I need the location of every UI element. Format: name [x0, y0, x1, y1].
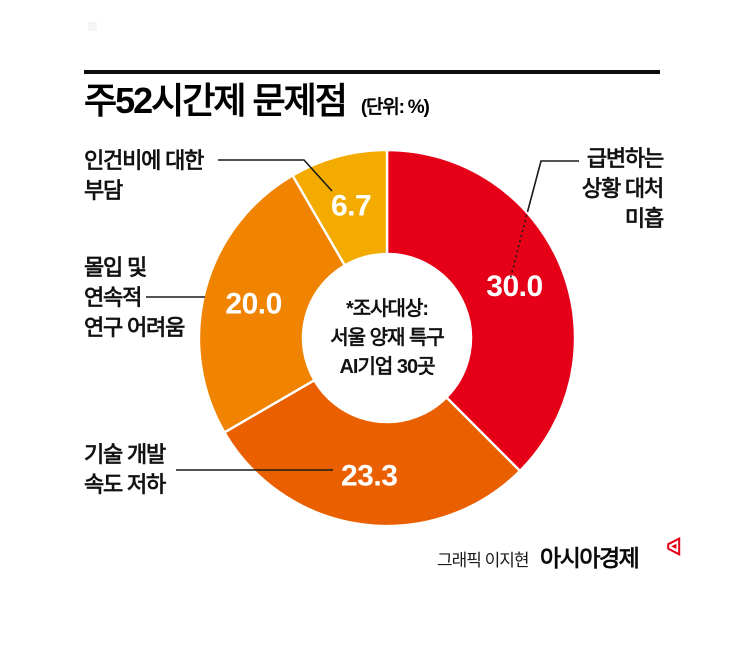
callout-immersion-research: 몰입 및 연속적 연구 어려움 — [84, 253, 185, 343]
donut-segment-rapid-change — [385, 148, 577, 473]
callout-rapid-change: 급변하는 상황 대처 미흡 — [581, 144, 664, 234]
unit-label: (단위: %) — [360, 97, 430, 118]
callout-line: 연속적 — [84, 285, 142, 310]
segment-value-labor-cost: 6.7 — [331, 190, 371, 223]
leader-line-rapid-change-dotted — [509, 209, 529, 281]
segment-value-immersion: 20.0 — [225, 287, 281, 320]
callout-line: 급변하는 — [586, 146, 664, 171]
donut-segment-tech-dev — [223, 378, 522, 528]
credit: 그래픽 이지현 아시아경제 — [437, 537, 697, 571]
survey-note-line: AI기업 30곳 — [339, 356, 435, 378]
page-title: 주52시간제 문제점 — [84, 80, 348, 121]
segment-value-tech-dev: 23.3 — [341, 460, 397, 493]
chart-header: 주52시간제 문제점 (단위: %) — [84, 80, 430, 122]
callout-line: 속도 저하 — [84, 472, 166, 497]
callout-labor-cost-burden: 인건비에 대한 부담 — [84, 146, 204, 206]
callout-tech-dev-slowdown: 기술 개발 속도 저하 — [84, 440, 166, 500]
survey-note-line: *조사대상: — [345, 298, 429, 320]
asiae-logo-icon — [667, 537, 681, 556]
survey-note-line: 서울 양재 특구 — [330, 327, 445, 349]
donut-segment-immersion — [197, 174, 347, 434]
survey-note: *조사대상: 서울 양재 특구 AI기업 30곳 — [287, 295, 487, 382]
faint-artifact — [88, 22, 97, 31]
segment-value-rapid-change: 30.0 — [486, 270, 542, 303]
callout-line: 상황 대처 — [581, 176, 664, 201]
callout-line: 기술 개발 — [84, 442, 166, 467]
leader-line-rapid-change — [527, 160, 579, 211]
callout-line: 미흡 — [624, 206, 664, 231]
callout-line: 인건비에 대한 — [84, 148, 204, 173]
callout-line: 연구 어려움 — [84, 315, 185, 340]
callout-line: 몰입 및 — [84, 255, 147, 280]
credit-text: 그래픽 이지현 — [437, 551, 530, 570]
title-rule — [84, 70, 660, 74]
leader-line-labor-cost — [218, 159, 333, 192]
credit-brand: 아시아경제 — [540, 545, 640, 571]
donut-segment-labor-cost — [291, 148, 389, 267]
callout-line: 부담 — [84, 178, 123, 203]
